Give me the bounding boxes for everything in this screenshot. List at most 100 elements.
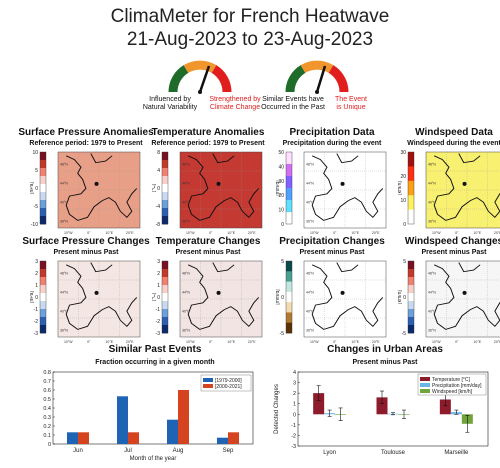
legend-box (200, 374, 252, 392)
map-lat-tick: 48°N (306, 271, 314, 275)
map-lon-tick: 20°E (126, 340, 134, 344)
y-tick-label: -2 (291, 433, 296, 439)
map-lat-tick: 40°N (306, 309, 314, 313)
colorbar-segment (408, 195, 414, 210)
bar-toulouse-series0 (376, 397, 388, 415)
gauge-red-segment (328, 65, 349, 93)
map-lat-tick: 36°N (182, 328, 190, 332)
colorbar-segment (40, 208, 46, 217)
colorbar-tick-label: 0 (403, 295, 406, 301)
colorbar-segment (40, 293, 46, 302)
colorbar-segment (286, 164, 292, 177)
colorbar-segment (286, 281, 292, 293)
map-title: Surface Pressure Changes (22, 236, 150, 247)
urban-changes-title: Changes in Urban Areas (327, 344, 443, 355)
colorbar-segment (162, 317, 168, 326)
colorbar-segment (408, 152, 414, 167)
map-panel: 5 0 -5 [mm/d] 48°N 44°N 40°N 36°N 10°W 0° 10°E 20°E (276, 259, 387, 344)
legend-swatch (420, 377, 430, 381)
colorbar-segment (286, 152, 292, 165)
gauge-pivot (198, 90, 202, 94)
legend-label: [2000-2021] (215, 384, 242, 390)
colorbar-segment (286, 261, 292, 272)
gauge-uniqueness (285, 60, 349, 94)
map-title: Temperature Changes (155, 236, 261, 247)
map-lon-tick: 10°W (310, 231, 319, 235)
colorbar-segment (408, 180, 414, 196)
similar-events-subtitle: Fraction occurring in a given month (95, 359, 215, 366)
similar-events-chart: 0 0.1 0.2 0.3 0.4 0.5 0.6 0.7 0.8 Jun Jul Aug Sep Mon… (43, 370, 254, 462)
map-coastline (433, 262, 500, 330)
y-tick-label: 0.4 (43, 406, 51, 412)
y-tick-label: 0.5 (43, 397, 51, 403)
colorbar-segment (408, 285, 414, 294)
colorbar-unit-label: [°C] (152, 292, 157, 301)
colorbar-segment (408, 277, 414, 286)
map-subtitle: Reference period: 1979 to Present (151, 140, 265, 147)
map-lat-tick: 44°N (428, 181, 436, 185)
gauge-pivot (315, 90, 319, 94)
legend-label: Temperature [°C] (432, 377, 470, 383)
colorbar-tick-label: -10 (31, 222, 38, 228)
map-subtitle: Windspeed during the event (407, 140, 500, 147)
colorbar-segment (40, 152, 46, 161)
map-lon-tick: 10°W (64, 231, 73, 235)
map-lat-tick: 44°N (306, 290, 314, 294)
map-lon-tick: 10°W (310, 340, 319, 344)
gauge1-right-label: Strengthened by Climate Change (209, 96, 261, 111)
map-coastline (311, 153, 384, 221)
y-tick-label: 0.2 (43, 424, 51, 430)
map-panel: 50 40 30 20 10 0 [mm/d] 48°N 44°N 40°N 36°N 10°W 0° 1… (276, 150, 387, 235)
colorbar-segment (40, 285, 46, 294)
colorbar-segment (162, 216, 168, 225)
colorbar-segment (162, 277, 168, 286)
map-lat-tick: 36°N (306, 328, 314, 332)
gauge-needle (315, 65, 327, 93)
map-lon-tick: 20°E (372, 231, 380, 235)
map-panel: 3 2 1 0 -1 -2 -3 [hPa] 48°N 44°N 40°N 36°N 10°W 0° 10°… (30, 259, 141, 344)
map-lon-tick: 10°W (432, 340, 441, 344)
colorbar-segment (162, 325, 168, 334)
y-tick-label: 1 (293, 402, 296, 408)
colorbar-tick-label: 30 (400, 150, 406, 156)
colorbar-tick-label: -5 (34, 204, 39, 210)
colorbar-segment (40, 184, 46, 193)
map-lat-tick: 48°N (60, 162, 68, 166)
colorbar-tick-label: 1 (157, 283, 160, 289)
colorbar-tick-label: 0 (157, 295, 160, 301)
colorbar-segment (40, 168, 46, 177)
y-tick-label: 0.7 (43, 379, 51, 385)
y-tick-label: 4 (293, 370, 296, 376)
map-lat-tick: 40°N (182, 309, 190, 313)
colorbar-frame (39, 151, 47, 225)
map-lon-tick: 10°W (432, 231, 441, 235)
map-lat-tick: 48°N (60, 271, 68, 275)
map-lat-tick: 36°N (428, 328, 436, 332)
colorbar-segment (40, 277, 46, 286)
colorbar-tick-label: -5 (280, 331, 285, 337)
event-location-marker (340, 290, 345, 295)
event-location-marker (340, 181, 345, 186)
colorbar-segment (40, 200, 46, 209)
urban-changes-subtitle: Present minus Past (352, 359, 418, 366)
map-lon-tick: 20°E (126, 231, 134, 235)
map-lat-tick: 40°N (428, 309, 436, 313)
legend-swatch (203, 378, 213, 382)
map-lon-tick: 10°W (186, 231, 195, 235)
map-lon-tick: 0° (333, 340, 337, 344)
map-title: Precipitation Changes (279, 236, 385, 247)
colorbar-segment (286, 291, 292, 303)
legend-box (417, 373, 487, 396)
map-lon-tick: 0° (333, 231, 337, 235)
map-coastline (187, 262, 260, 330)
gauge-orange-segment (183, 60, 217, 74)
colorbar-segment (162, 208, 168, 217)
colorbar-frame (285, 260, 293, 334)
bar-jun-series1 (78, 432, 89, 444)
colorbar-frame (39, 260, 47, 334)
map-panel: 5 0 -5 [km/h] 48°N 44°N 40°N 36°N 10°W 0° 10°E 20°E (398, 259, 500, 344)
bar-jul-series1 (128, 432, 139, 444)
colorbar-tick-label: -2 (156, 319, 161, 325)
colorbar-tick-label: -1 (156, 307, 161, 313)
map-lat-tick: 48°N (182, 271, 190, 275)
